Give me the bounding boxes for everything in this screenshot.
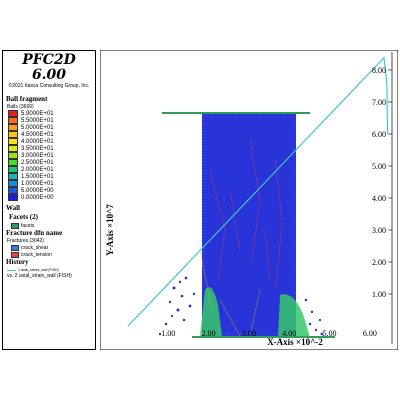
y-tick-label: 1.00 [372,290,386,299]
fragment-cluster-right [278,294,310,338]
x-tick-label: 6.00 [363,329,377,338]
color-scale-row: 1.0000E+01 [8,180,95,187]
legend-item-facets: facets [11,222,95,229]
x-tick-label: 2.00 [202,329,216,338]
color-swatch [8,124,18,131]
y-tick-label: 8.00 [372,66,386,75]
history-vs-label: vs. 2 axial_strain_wall (FISH) [7,273,72,279]
color-scale-label: 0.0000E+00 [21,194,54,201]
ejected-fragments [158,276,324,336]
facets-label: facets [21,222,35,229]
color-scale-label: 3.0000E+01 [21,152,54,159]
color-scale-label: 4.5000E+01 [21,131,54,138]
facets-swatch [11,222,19,229]
color-scale-row: 3.5000E+01 [8,145,95,152]
color-swatch [8,138,18,145]
color-swatch [8,187,18,194]
color-scale: 5.9000E+01 5.5000E+01 5.0000E+01 4.5000E+01… [8,110,95,201]
color-swatch [8,110,18,117]
legend-item-crack-shear: crack_shear [11,244,95,251]
color-swatch [8,166,18,173]
color-swatch [8,194,18,201]
color-scale-row: 3.0000E+01 [8,152,95,159]
x-tick-label: 1.00 [161,329,175,338]
copyright-text: ©2021 Itasca Consulting Group, Inc. [8,83,90,89]
color-scale-row: 5.9000E+01 [8,110,95,117]
color-scale-label: 1.5000E+01 [21,173,54,180]
y-ticks: 1.00 2.00 3.00 4.00 5.00 6.00 7.00 8.00 [372,66,392,299]
history-line-swatch [7,269,16,271]
color-scale-row: 2.0000E+01 [8,166,95,173]
x-tick-label: 3.00 [242,329,256,338]
color-scale-label: 5.5000E+01 [21,117,54,124]
y-tick-label: 5.00 [372,162,386,171]
crack-shear-swatch [11,244,19,251]
fragment-cluster-left [200,287,222,336]
crack-tension-swatch [11,251,19,258]
history-line-item: 1 axial_stress_wall (FISH) [7,267,95,273]
color-scale-row: 2.5000E+01 [8,159,95,166]
color-scale-label: 3.5000E+01 [21,145,54,152]
color-scale-label: 1.0000E+01 [21,180,54,187]
y-tick-label: 4.00 [372,194,386,203]
fracture-section-title: Fracture dfn name [6,229,63,237]
color-scale-row: 1.5000E+01 [8,173,95,180]
plot-canvas[interactable]: 1.00 2.00 3.00 4.00 5.00 6.00 7.00 8.00 1.00 2.0… [100,50,398,350]
specimen-texture [203,115,295,335]
color-swatch [8,117,18,124]
color-scale-row: 5.0000E+00 [8,187,95,194]
color-swatch [8,180,18,187]
color-swatch [8,152,18,159]
wall-section-title: Wall [6,204,21,212]
facets-section-title: Facets (2) [9,213,38,221]
color-scale-row: 5.5000E+01 [8,117,95,124]
color-scale-label: 5.9000E+01 [21,110,54,117]
color-scale-label: 2.5000E+01 [21,159,54,166]
x-tick-label: 5.00 [323,329,337,338]
stress-strain-curve [127,56,389,327]
color-scale-label: 4.0000E+01 [21,138,54,145]
y-tick-label: 2.00 [372,258,386,267]
shear-bands [199,249,261,337]
history-section-title: History [6,258,29,266]
specimen-assembly [158,112,335,338]
color-swatch [8,173,18,180]
color-scale-row: 4.0000E+01 [8,138,95,145]
color-swatch [8,131,18,138]
color-scale-label: 2.0000E+01 [21,166,54,173]
crack-shear-label: crack_shear [21,244,49,251]
legend-item-crack-tension: crack_tension [11,251,95,258]
tension-cracks [209,139,283,291]
legend-panel: PFC2D 6.00 ©2021 Itasca Consulting Group… [2,50,96,350]
color-scale-row: 0.0000E+00 [8,194,95,201]
y-tick-label: 6.00 [372,130,386,139]
x-axis-label: X-Axis ×10^-2 [267,337,323,347]
color-swatch [8,145,18,152]
fractures-count-label: Fractures (3042) [7,238,44,244]
balls-count-label: Balls (3600) [7,104,34,110]
history-line-label: 1 axial_stress_wall (FISH) [18,268,59,272]
color-scale-row: 4.5000E+01 [8,131,95,138]
color-scale-row: 5.0000E+01 [8,124,95,131]
color-scale-label: 5.0000E+00 [21,187,54,194]
y-tick-label: 3.00 [372,226,386,235]
color-swatch [8,159,18,166]
app-title: PFC2D 6.00 [22,52,76,83]
crack-tension-label: crack_tension [21,251,52,258]
ball-section-title: Ball fragment [6,95,48,103]
y-axis-label: Y-Axis ×10^7 [105,204,115,256]
x-ticks: 1.00 2.00 3.00 4.00 5.00 6.00 [161,329,377,338]
color-scale-label: 5.0000E+01 [21,124,54,131]
x-tick-label: 4.00 [282,329,296,338]
y-tick-label: 7.00 [372,98,386,107]
